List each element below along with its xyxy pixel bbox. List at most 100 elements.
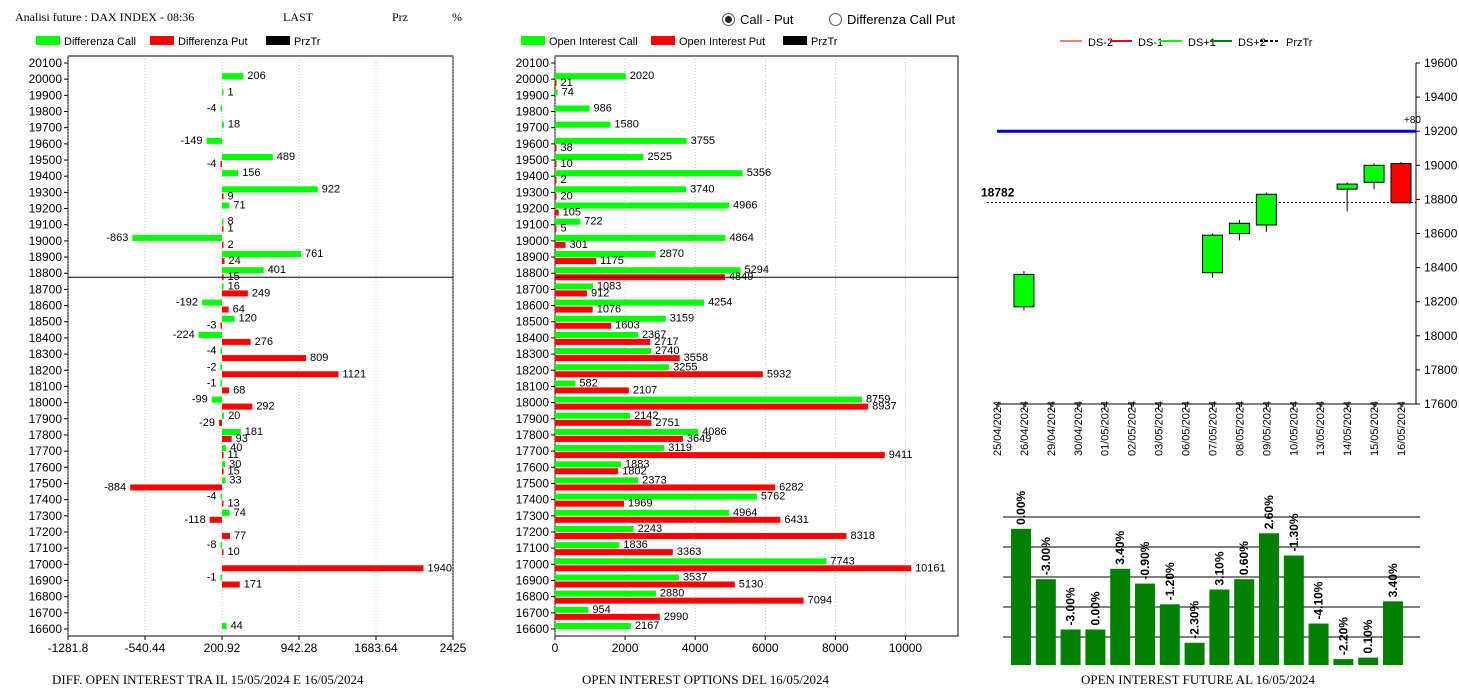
radio-call-put-dot[interactable] (722, 13, 735, 26)
bar-put (222, 435, 232, 442)
data-label: 722 (584, 216, 602, 228)
y-tick-label: 19600 (29, 137, 63, 151)
y-tick-label: 17000 (516, 557, 550, 571)
future-bar (1135, 583, 1155, 665)
bar-call (222, 623, 227, 629)
bar-call (222, 428, 241, 435)
x-tick-label: 6000 (752, 641, 779, 655)
data-label: 4966 (733, 200, 757, 212)
bar-call (222, 154, 273, 161)
bar-call (220, 493, 222, 500)
y-tick-label: 19900 (29, 88, 63, 102)
y-tick-label: 18700 (29, 282, 63, 296)
data-label: 954 (592, 604, 610, 616)
bar-put (555, 338, 651, 345)
bar-call (198, 331, 222, 338)
bar-call (555, 525, 634, 532)
y-tick-label: 17200 (516, 525, 550, 539)
future-bar-label: -2.20% (1336, 617, 1350, 655)
diff-oi-chart: Differenza Call Differenza Put PrzTr -1281.… (29, 36, 467, 655)
bar-put (220, 322, 222, 329)
x-tick-label: -1281.8 (48, 641, 89, 655)
data-label: 3755 (691, 135, 715, 147)
data-label: 5 (561, 223, 567, 235)
bar-call (222, 251, 302, 258)
bar-put (220, 161, 222, 168)
x-tick-label: 25/04/2024 (992, 401, 1004, 456)
x-tick-label: 07/05/2024 (1207, 401, 1219, 456)
y-tick-label: 17300 (516, 509, 550, 523)
data-label: 912 (591, 287, 609, 299)
data-label: 2751 (655, 417, 679, 429)
radio-call-put[interactable]: Call - Put (722, 12, 793, 27)
data-label: 2717 (654, 336, 678, 348)
future-bar-label: -3.00% (1064, 587, 1078, 625)
bar-call (555, 105, 590, 112)
y-tick-label: 16800 (29, 590, 63, 604)
y-tick-label: 17500 (29, 476, 63, 490)
reference-line-label: +80 (1404, 115, 1421, 126)
y-tick-label: 16600 (516, 622, 550, 636)
radio-diff-call-put[interactable]: Differenza Call Put (829, 12, 955, 27)
y-tick-label: 19500 (29, 153, 63, 167)
bar-call (555, 396, 862, 403)
y-tick-label: 18800 (516, 266, 550, 280)
x-tick-label: 0 (552, 641, 559, 655)
data-label: 2 (561, 174, 567, 186)
bar-call (211, 396, 222, 403)
bar-call (555, 477, 639, 484)
last-label: LAST (283, 10, 313, 24)
y-tick-label: 17600 (516, 460, 550, 474)
data-label: 249 (252, 287, 270, 299)
data-label: 761 (305, 248, 323, 260)
data-label: 1580 (614, 119, 638, 131)
data-label: 986 (594, 103, 612, 115)
y-tick-label: 17800 (29, 428, 63, 442)
bar-put (555, 387, 629, 394)
bar-call (555, 121, 611, 128)
future-bar (1035, 579, 1056, 665)
data-label: 120 (238, 313, 256, 325)
x-tick-label: 06/05/2024 (1181, 401, 1193, 456)
y-tick-label: 18600 (1424, 227, 1458, 241)
y-tick-label: 19000 (29, 234, 63, 248)
x-tick-label: 09/05/2024 (1261, 401, 1273, 456)
bar-call (222, 445, 227, 452)
bar-put (555, 144, 557, 151)
bar-put (555, 209, 559, 216)
bar-put (555, 549, 673, 556)
y-tick-label: 16700 (29, 606, 63, 620)
bar-call (222, 315, 235, 322)
y-tick-label: 17600 (1424, 397, 1458, 411)
radio-diff-call-put-dot[interactable] (829, 13, 842, 26)
data-label: 74 (234, 507, 246, 519)
bar-call (555, 364, 670, 371)
bar-put (222, 549, 224, 556)
header-bar: Analisi future : DAX INDEX - 08:36 LAST … (0, 0, 1459, 30)
legend-label: Differenza Put (178, 36, 248, 48)
x-tick-label: 16/05/2024 (1396, 401, 1408, 456)
data-label: -118 (185, 514, 206, 526)
bar-put (555, 177, 557, 184)
future-bar (1358, 657, 1379, 665)
candle-body (1201, 234, 1223, 274)
bar-put (555, 516, 781, 523)
data-label: 2243 (638, 523, 662, 535)
data-label: 21 (561, 77, 573, 89)
candle-body (1363, 164, 1385, 183)
data-label: 1802 (622, 465, 646, 477)
bar-put (555, 468, 619, 475)
y-tick-label: 19600 (516, 137, 550, 151)
x-tick-label: 942.28 (281, 641, 318, 655)
future-bar-label: 3.10% (1212, 551, 1226, 585)
y-tick-label: 16600 (29, 622, 63, 636)
data-label: 2525 (647, 151, 671, 163)
bar-put (555, 419, 652, 426)
data-label: 1083 (597, 280, 621, 292)
data-label: 3537 (683, 571, 707, 583)
bar-call (222, 218, 224, 225)
bar-put (555, 290, 587, 297)
y-tick-label: 19200 (29, 202, 63, 216)
bar-call (555, 590, 656, 597)
future-bar (1085, 629, 1106, 665)
